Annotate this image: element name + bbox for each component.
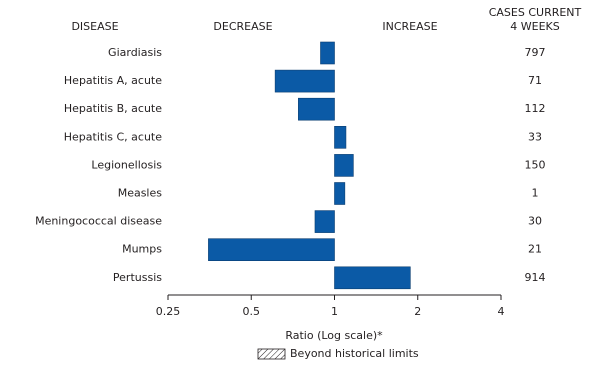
category-label: Hepatitis B, acute [64,102,162,115]
legend-swatch [257,348,286,360]
bar [314,210,335,233]
x-axis-label: Ratio (Log scale)* [285,329,383,342]
cases-value: 71 [528,74,542,87]
column-header: INCREASE [382,20,437,33]
bar [320,41,335,65]
bar [334,154,354,177]
x-tick-label: 0.25 [156,305,181,318]
cases-value: 1 [532,187,539,200]
x-tick-label: 2 [414,305,421,318]
category-label: Giardiasis [108,46,162,59]
category-label: Measles [118,187,163,200]
column-header: 4 WEEKS [510,20,559,33]
bar [334,182,346,205]
bar [208,238,335,261]
bar [334,266,411,290]
cases-value: 797 [525,46,546,59]
cases-value: 21 [528,243,542,256]
cases-value: 30 [528,215,542,228]
column-header: DECREASE [213,20,272,33]
category-label: Pertussis [113,271,162,284]
cases-value: 112 [525,102,546,115]
category-label: Hepatitis A, acute [64,74,162,87]
x-tick-label: 1 [331,305,338,318]
category-label: Hepatitis C, acute [64,130,162,143]
column-header: CASES CURRENT [489,6,582,19]
category-label: Mumps [122,243,162,256]
legend-label: Beyond historical limits [290,347,419,360]
column-header: DISEASE [71,20,118,33]
x-tick-label: 4 [498,305,505,318]
cases-value: 33 [528,130,542,143]
x-tick-label: 0.5 [243,305,261,318]
cases-value: 150 [525,158,546,171]
category-label: Meningococcal disease [35,215,162,228]
cases-value: 914 [525,271,546,284]
bar [298,97,335,121]
bar [334,126,347,149]
category-label: Legionellosis [91,158,162,171]
bar [274,69,335,93]
